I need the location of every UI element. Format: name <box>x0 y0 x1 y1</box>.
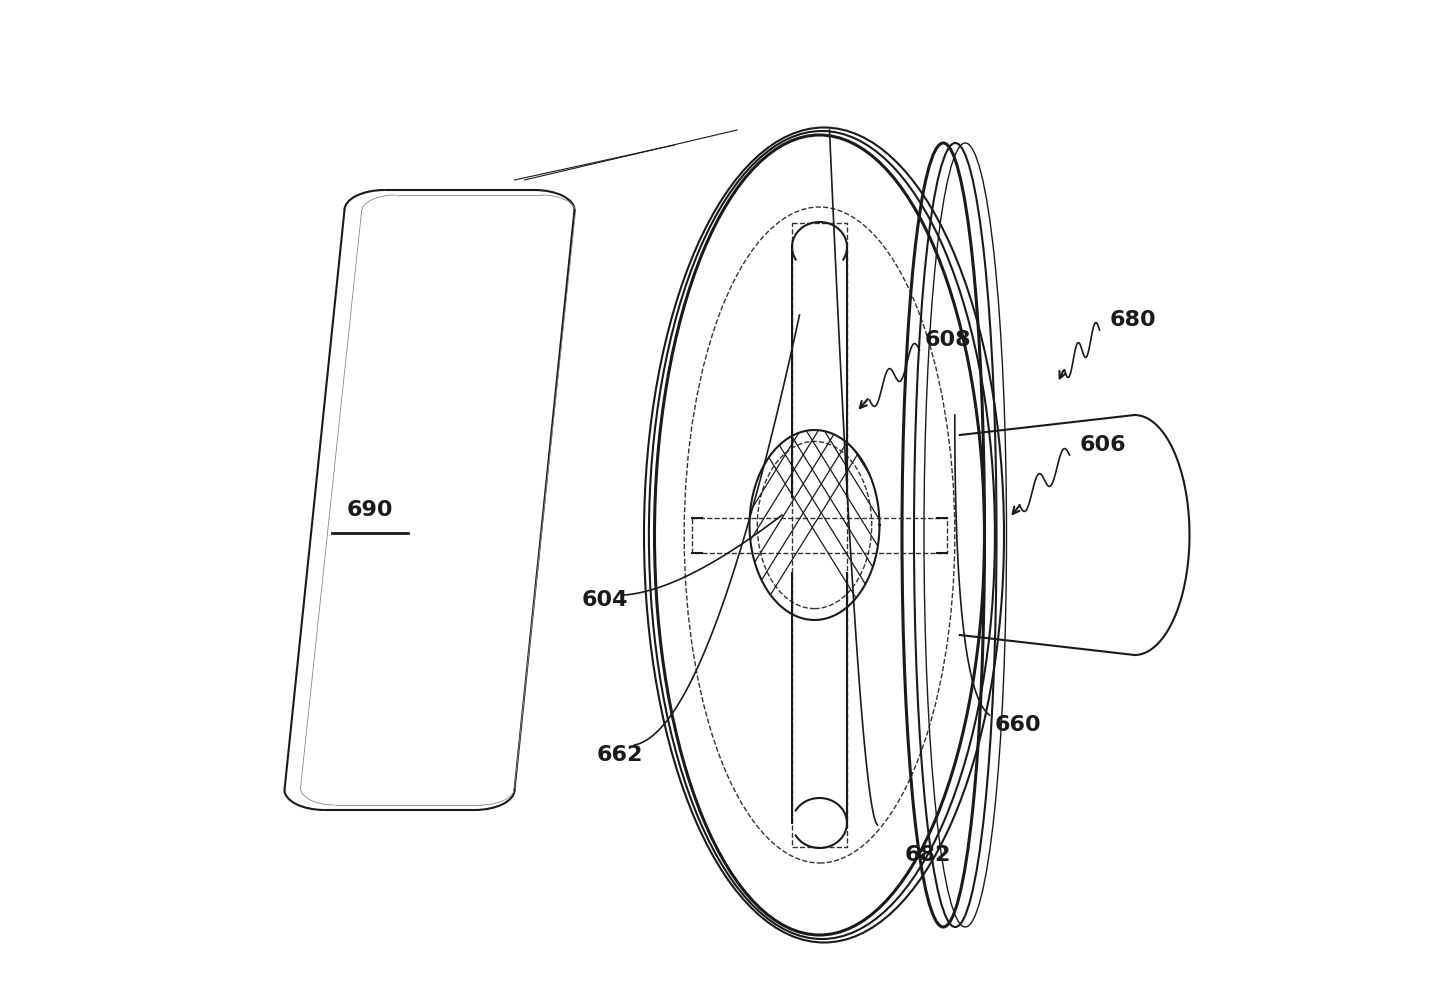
Text: 690: 690 <box>346 500 393 520</box>
Text: 606: 606 <box>1080 435 1126 455</box>
Text: 608: 608 <box>924 330 971 350</box>
Text: 682: 682 <box>904 845 951 865</box>
Text: 660: 660 <box>994 715 1042 735</box>
Text: 604: 604 <box>581 590 627 610</box>
Text: 680: 680 <box>1110 310 1156 330</box>
Text: 662: 662 <box>597 745 643 765</box>
